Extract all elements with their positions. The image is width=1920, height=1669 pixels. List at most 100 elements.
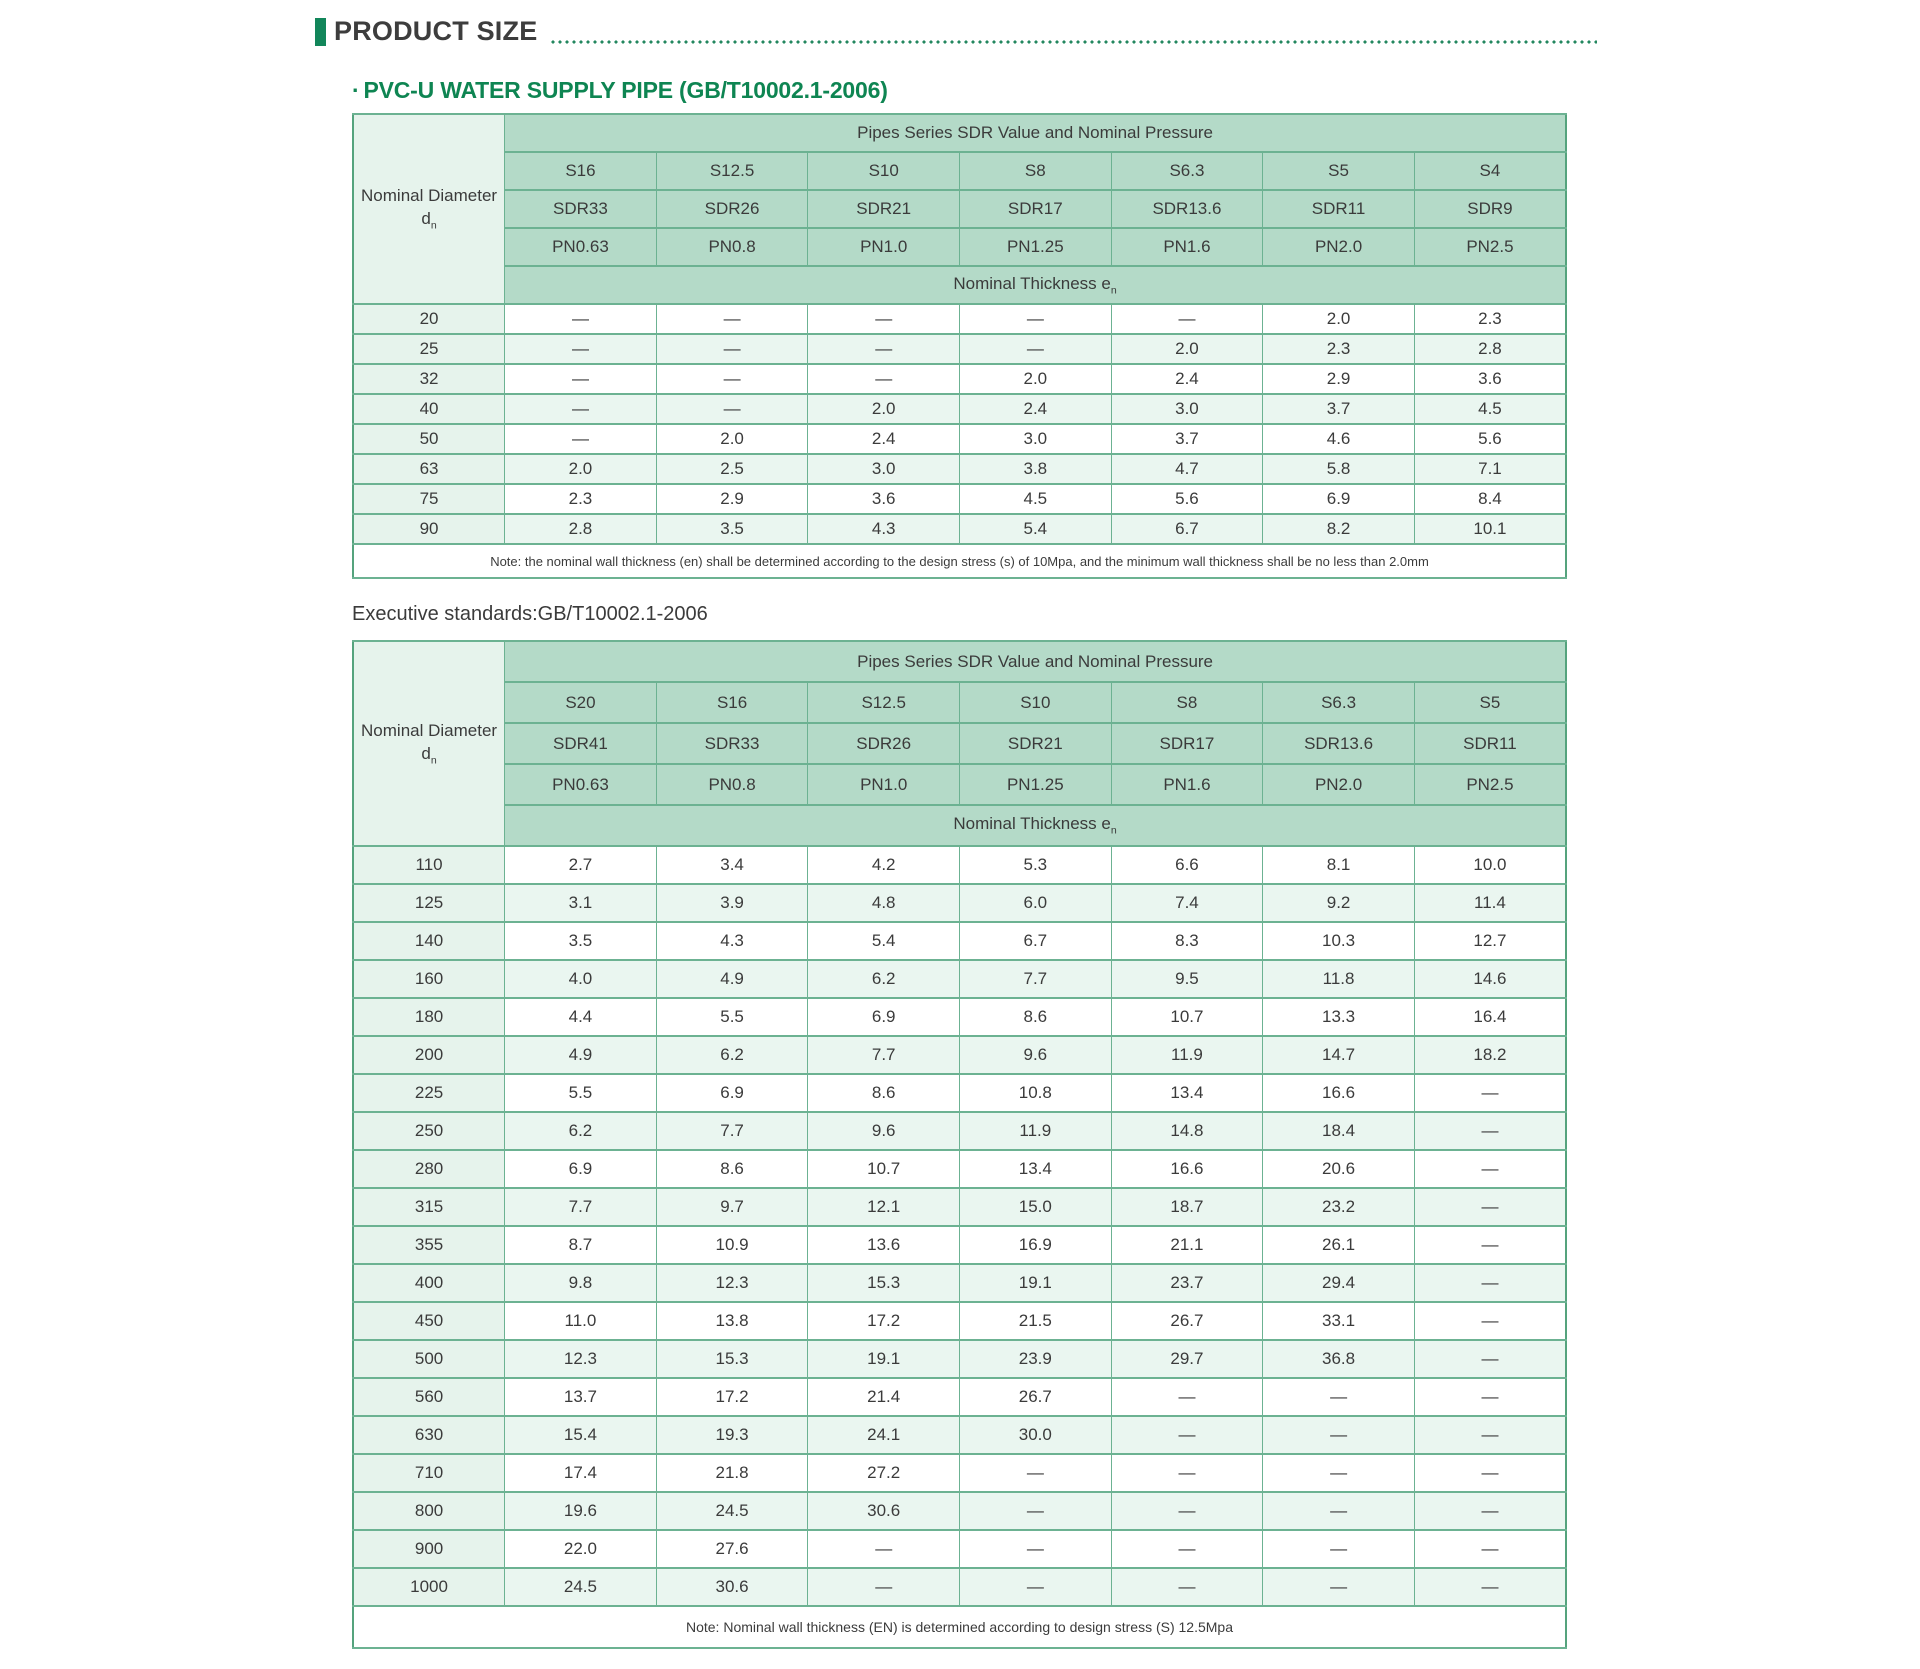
- thickness-value-cell: —: [959, 1453, 1112, 1493]
- thickness-value-cell: 23.7: [1110, 1263, 1264, 1303]
- series-header-row: S20 S16 S12.5 S10 S8 S6.3 S5: [353, 681, 1567, 724]
- series-header-cell: S10: [959, 681, 1112, 724]
- thickness-value-cell: —: [807, 363, 960, 395]
- sdr-header-cell: SDR13.6: [1262, 722, 1415, 765]
- thickness-value-cell: 2.0: [959, 363, 1112, 395]
- sdr-header-cell: SDR9: [1413, 189, 1567, 229]
- thickness-value-cell: —: [1413, 1377, 1567, 1417]
- thickness-value-cell: 2.4: [807, 423, 960, 455]
- thickness-value-cell: 2.5: [655, 453, 809, 485]
- table-body: 110 2.7 3.4 4.2 5.3 6.6 8.1 10.0 125 3.1 3.9 4.8 6.0…: [352, 845, 1567, 1607]
- pn-header-cell: PN1.0: [807, 227, 960, 267]
- thickness-value-cell: 4.5: [959, 483, 1112, 515]
- thickness-value-cell: —: [655, 333, 809, 365]
- pn-header-cell: PN2.0: [1262, 763, 1415, 806]
- table-row: 1000 24.5 30.6— — — — —: [352, 1567, 1567, 1607]
- thickness-value-cell: 2.9: [1262, 363, 1415, 395]
- thickness-value-cell: —: [959, 1491, 1112, 1531]
- thickness-value-cell: 4.9: [655, 959, 809, 999]
- sdr-header-cell: SDR17: [1110, 722, 1264, 765]
- thickness-value-cell: —: [504, 303, 657, 335]
- series-header-cell: S5: [1413, 681, 1567, 724]
- series-header-cell: S16: [655, 681, 809, 724]
- table-row: 75 2.3 2.9 3.6 4.5 5.6 6.9 8.4: [352, 483, 1567, 515]
- pn-header-cell: PN0.63: [504, 763, 657, 806]
- thickness-value-cell: 3.4: [655, 845, 809, 885]
- thickness-value-cell: 6.9: [1262, 483, 1415, 515]
- thickness-band-row: Nominal Thickness en: [353, 804, 1567, 847]
- thickness-value-cell: 3.6: [1413, 363, 1567, 395]
- thickness-value-cell: 21.4: [807, 1377, 960, 1417]
- thickness-value-cell: 8.1: [1262, 845, 1415, 885]
- thickness-value-cell: 16.6: [1110, 1149, 1264, 1189]
- thickness-value-cell: 2.9: [655, 483, 809, 515]
- section-header: PRODUCT SIZE: [315, 16, 1597, 47]
- thickness-value-cell: —: [1262, 1377, 1415, 1417]
- series-header-cell: S10: [807, 151, 960, 191]
- thickness-value-cell: 2.4: [1110, 363, 1264, 395]
- thickness-value-cell: —: [504, 423, 657, 455]
- thickness-value-cell: —: [1413, 1491, 1567, 1531]
- thickness-value-cell: 24.5: [655, 1491, 809, 1531]
- thickness-value-cell: 19.1: [959, 1263, 1112, 1303]
- thickness-value-cell: —: [1262, 1453, 1415, 1493]
- thickness-value-cell: —: [1413, 1529, 1567, 1569]
- thickness-value-cell: 6.9: [655, 1073, 809, 1113]
- series-header-cell: S8: [1110, 681, 1264, 724]
- thickness-value-cell: 6.7: [1110, 513, 1264, 545]
- table-header: Nominal Diameter dn Pipes Series SDR Val…: [352, 113, 1567, 305]
- table-row: 450 11.0 13.8 17.2 21.5 26.7 33.1—: [352, 1301, 1567, 1341]
- thickness-value-cell: —: [807, 303, 960, 335]
- thickness-value-cell: 5.6: [1110, 483, 1264, 515]
- thickness-value-cell: 10.0: [1413, 845, 1567, 885]
- thickness-value-cell: 8.6: [959, 997, 1112, 1037]
- series-header-cell: S6.3: [1262, 681, 1415, 724]
- table-row: 25— — — —2.0 2.3 2.8: [352, 333, 1567, 365]
- thickness-value-cell: —: [1413, 1453, 1567, 1493]
- sdr-header-cell: SDR33: [655, 722, 809, 765]
- thickness-value-cell: 11.9: [1110, 1035, 1264, 1075]
- thickness-value-cell: 4.3: [807, 513, 960, 545]
- thickness-value-cell: 6.2: [655, 1035, 809, 1075]
- pn-header-cell: PN1.25: [959, 227, 1112, 267]
- thickness-value-cell: 7.1: [1413, 453, 1567, 485]
- sdr-header-cell: SDR33: [504, 189, 657, 229]
- table-footer: Note: Nominal wall thickness (EN) is det…: [352, 1605, 1567, 1649]
- thickness-value-cell: —: [655, 393, 809, 425]
- table-row: 90 2.8 3.5 4.3 5.4 6.7 8.2 10.1: [352, 513, 1567, 545]
- table-row: 800 19.6 24.5 30.6— — — —: [352, 1491, 1567, 1531]
- nominal-diameter-symbol: dn: [421, 209, 437, 232]
- nominal-diameter-cell: 32: [352, 363, 506, 395]
- nominal-diameter-cell: 355: [352, 1225, 506, 1265]
- nominal-diameter-cell: 710: [352, 1453, 506, 1493]
- thickness-value-cell: 13.7: [504, 1377, 657, 1417]
- thickness-value-cell: 3.8: [959, 453, 1112, 485]
- thickness-value-cell: 6.2: [504, 1111, 657, 1151]
- thickness-value-cell: —: [1413, 1073, 1567, 1113]
- pn-header-cell: PN1.6: [1110, 763, 1264, 806]
- section-accent-bar: [315, 17, 326, 46]
- thickness-value-cell: —: [1262, 1567, 1415, 1607]
- sdr-header-cell: SDR11: [1262, 189, 1415, 229]
- thickness-value-cell: 2.7: [504, 845, 657, 885]
- thickness-value-cell: 16.6: [1262, 1073, 1415, 1113]
- nominal-diameter-cell: 225: [352, 1073, 506, 1113]
- thickness-value-cell: 16.9: [959, 1225, 1112, 1265]
- nominal-diameter-cell: 160: [352, 959, 506, 999]
- nominal-diameter-cell: 630: [352, 1415, 506, 1455]
- thickness-value-cell: 5.5: [655, 997, 809, 1037]
- sdr-header-cell: SDR11: [1413, 722, 1567, 765]
- thickness-value-cell: 8.4: [1413, 483, 1567, 515]
- thickness-value-cell: —: [807, 333, 960, 365]
- thickness-value-cell: —: [1413, 1149, 1567, 1189]
- subtitle-text: PVC-U WATER SUPPLY PIPE (GB/T10002.1-200…: [363, 77, 888, 103]
- thickness-value-cell: 23.2: [1262, 1187, 1415, 1227]
- thickness-value-cell: —: [1110, 1491, 1264, 1531]
- thickness-value-cell: 5.4: [807, 921, 960, 961]
- thickness-value-cell: 15.0: [959, 1187, 1112, 1227]
- thickness-value-cell: 21.8: [655, 1453, 809, 1493]
- thickness-value-cell: 15.3: [807, 1263, 960, 1303]
- thickness-value-cell: 14.8: [1110, 1111, 1264, 1151]
- thickness-value-cell: 4.8: [807, 883, 960, 923]
- thickness-value-cell: 12.7: [1413, 921, 1567, 961]
